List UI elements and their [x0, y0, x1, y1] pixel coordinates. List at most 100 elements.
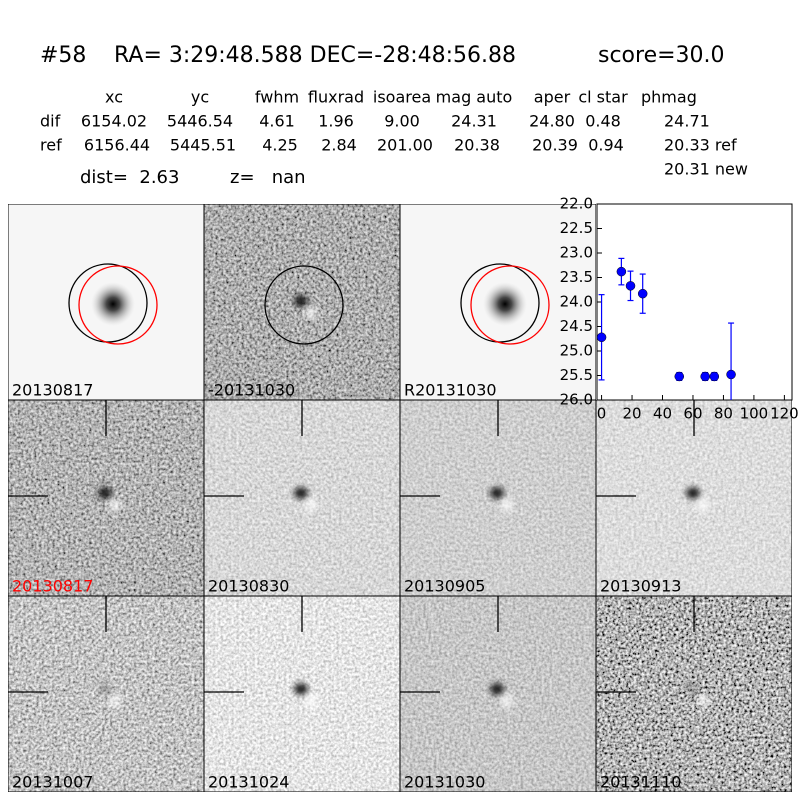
source — [483, 282, 527, 326]
panel-label: 20130905 — [404, 577, 485, 596]
panel-label: 20130913 — [600, 577, 681, 596]
column-header: mag auto — [436, 88, 513, 107]
redshift: z= nan — [230, 167, 306, 188]
table-cell: 2.84 — [321, 136, 357, 155]
panel-label: 20131030 — [404, 773, 485, 792]
image-panel — [400, 204, 596, 400]
data-point — [616, 266, 627, 277]
score: score=30.0 — [598, 43, 725, 68]
source — [305, 694, 317, 708]
panel-label: R20131030 — [404, 381, 497, 400]
source — [501, 498, 513, 512]
image-panel — [8, 596, 204, 792]
table-cell: 0.94 — [588, 136, 624, 155]
y-tick-label: 24.0 — [560, 293, 593, 311]
source — [686, 683, 700, 695]
aperture — [264, 265, 344, 345]
source — [109, 498, 121, 512]
table-cell: 9.00 — [384, 112, 420, 131]
source — [294, 683, 308, 695]
x-tick-label: 80 — [714, 405, 733, 423]
y-tick-label: 22.0 — [560, 195, 593, 213]
y-tick-label: 23.0 — [560, 244, 593, 262]
y-tick-label: 26.0 — [560, 391, 593, 409]
image-panel — [8, 204, 204, 400]
table-cell: 24.71 — [664, 112, 710, 131]
table-cell: 24.80 — [529, 112, 575, 131]
aperture — [78, 265, 158, 345]
aperture — [68, 263, 148, 343]
image-panel — [204, 204, 400, 400]
data-point — [674, 371, 685, 382]
x-tick-label: 100 — [740, 405, 769, 423]
column-header: cl star — [578, 88, 628, 107]
x-tick-label: 40 — [653, 405, 672, 423]
data-point — [700, 371, 710, 382]
table-cell: 24.31 — [451, 112, 497, 131]
image-panel — [400, 596, 596, 792]
panel-label: 20130817 — [12, 381, 93, 400]
data-point — [726, 369, 736, 380]
source — [490, 683, 504, 695]
table-cell: 201.00 — [377, 136, 433, 155]
table-cell: 6154.02 — [81, 112, 147, 131]
phmag-note: 20.31 new — [664, 160, 748, 179]
table-cell: 20.33 ref — [664, 136, 737, 155]
panel-label: 20131110 — [600, 773, 681, 792]
table-cell: 0.48 — [585, 112, 621, 131]
data-point — [637, 288, 648, 299]
source — [305, 498, 317, 512]
source — [98, 683, 112, 695]
image-panel — [8, 400, 204, 596]
table-cell: 1.96 — [318, 112, 354, 131]
y-tick-label: 25.5 — [560, 366, 593, 384]
source — [91, 282, 135, 326]
panel-label: -20131030 — [208, 381, 295, 400]
table-cell: 4.61 — [259, 112, 295, 131]
column-header: phmag — [641, 88, 697, 107]
panel-label: 20130817 — [12, 577, 93, 596]
object-id: #58 — [40, 43, 86, 68]
column-header: isoarea — [373, 88, 431, 107]
x-tick-label: 0 — [597, 405, 607, 423]
column-header: aper — [534, 88, 571, 107]
source — [98, 487, 112, 499]
y-tick-label: 23.5 — [560, 268, 593, 286]
table-cell: 4.25 — [262, 136, 298, 155]
y-tick-label: 22.5 — [560, 219, 593, 237]
data-point — [597, 332, 607, 343]
panel-label: 20130830 — [208, 577, 289, 596]
image-panel — [204, 400, 400, 596]
image-panel — [400, 400, 596, 596]
aperture — [460, 263, 540, 343]
dist: dist= 2.63 — [80, 167, 179, 188]
column-header: yc — [191, 88, 209, 107]
panel-label: 20131024 — [208, 773, 289, 792]
image-panel — [204, 596, 400, 792]
image-panel — [596, 400, 792, 596]
source — [109, 694, 121, 708]
y-tick-label: 25.0 — [560, 342, 593, 360]
table-cell: 5445.51 — [170, 136, 236, 155]
row-label: ref — [40, 136, 62, 155]
table-cell: 6156.44 — [84, 136, 150, 155]
column-header: xc — [105, 88, 123, 107]
plot-bg — [596, 203, 793, 401]
source — [501, 694, 513, 708]
x-tick-label: 20 — [622, 405, 641, 423]
column-header: fluxrad — [308, 88, 364, 107]
column-header: fwhm — [255, 88, 299, 107]
y-tick-label: 24.5 — [560, 317, 593, 335]
source — [294, 487, 308, 499]
image-panel — [596, 596, 792, 792]
source — [697, 694, 709, 708]
plot-area — [597, 257, 736, 400]
aperture — [470, 265, 550, 345]
x-tick-label: 120 — [770, 405, 799, 423]
x-tick-label: 60 — [683, 405, 702, 423]
source — [305, 306, 317, 320]
source — [697, 498, 709, 512]
data-point — [625, 281, 636, 291]
table-cell: 20.39 — [532, 136, 578, 155]
